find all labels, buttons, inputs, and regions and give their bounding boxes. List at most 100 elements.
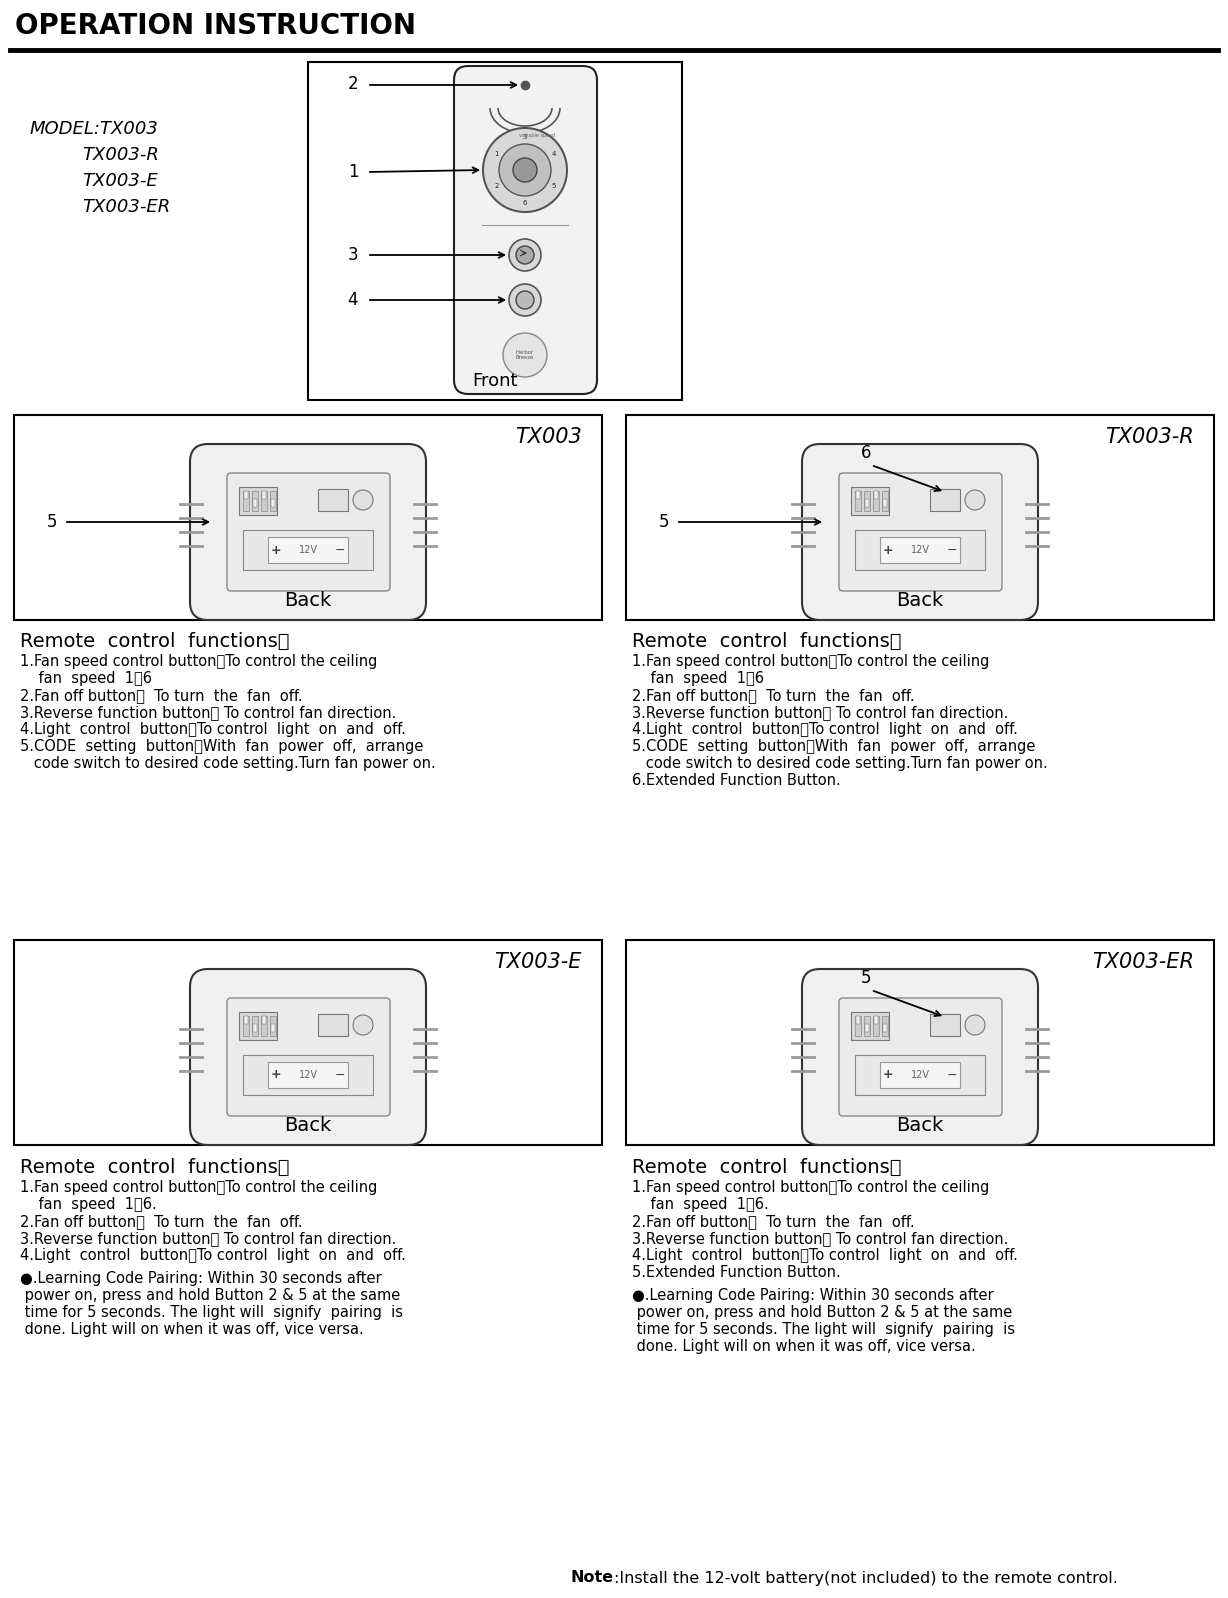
Text: 2: 2 (348, 75, 359, 93)
Text: 3.Reverse function button： To control fan direction.: 3.Reverse function button： To control fa… (20, 705, 397, 721)
Text: 6.Extended Function Button.: 6.Extended Function Button. (632, 773, 841, 788)
Text: Remote  control  functions：: Remote control functions： (20, 631, 290, 650)
Bar (270, 1016, 276, 1036)
Text: 5.CODE  setting  button：With  fan  power  off,  arrange: 5.CODE setting button：With fan power off… (632, 738, 1035, 754)
FancyBboxPatch shape (802, 444, 1038, 620)
Text: 1: 1 (494, 150, 499, 157)
Text: +: + (883, 543, 893, 556)
Text: +: + (270, 1069, 281, 1082)
FancyBboxPatch shape (839, 473, 1002, 591)
Text: −: − (335, 543, 345, 556)
Text: TX003-ER: TX003-ER (1092, 952, 1194, 972)
Bar (883, 499, 887, 507)
Text: Back: Back (896, 591, 943, 610)
Text: −: − (947, 543, 958, 556)
FancyBboxPatch shape (454, 66, 597, 395)
FancyBboxPatch shape (190, 444, 426, 620)
Text: 12V: 12V (910, 1071, 930, 1080)
Bar (271, 1024, 275, 1032)
Bar (243, 1016, 249, 1036)
Bar (243, 531, 373, 570)
Bar (865, 499, 869, 507)
Text: 1.Fan speed control button：To control the ceiling: 1.Fan speed control button：To control th… (20, 1179, 377, 1195)
Text: 3: 3 (348, 246, 359, 264)
Text: 4.Light  control  button：To control  light  on  and  off.: 4.Light control button：To control light … (632, 1248, 1018, 1262)
Bar (14, 940, 602, 1146)
Bar (880, 537, 960, 562)
Bar (930, 489, 960, 511)
Text: fan  speed  1－6.: fan speed 1－6. (632, 1197, 769, 1211)
Bar (252, 1016, 258, 1036)
Text: fan  speed  1－6: fan speed 1－6 (632, 671, 764, 686)
Text: time for 5 seconds. The light will  signify  pairing  is: time for 5 seconds. The light will signi… (20, 1306, 403, 1320)
Bar (262, 1016, 266, 1036)
Text: 6: 6 (861, 444, 871, 462)
Text: TX003: TX003 (516, 427, 582, 447)
Text: 5: 5 (658, 513, 669, 531)
Text: TX003-R: TX003-R (82, 145, 158, 165)
Bar (262, 1016, 266, 1024)
Text: 12V: 12V (298, 1071, 318, 1080)
FancyBboxPatch shape (839, 999, 1002, 1115)
Bar (252, 491, 258, 511)
Text: 4.Light  control  button：To control  light  on  and  off.: 4.Light control button：To control light … (20, 722, 406, 737)
Bar (253, 499, 257, 507)
Text: 5: 5 (551, 184, 556, 190)
Text: 4.Light  control  button：To control  light  on  and  off.: 4.Light control button：To control light … (20, 1248, 406, 1262)
Text: −: − (947, 1069, 958, 1082)
Text: 3.Reverse function button： To control fan direction.: 3.Reverse function button： To control fa… (632, 705, 1008, 721)
Text: Harbor
Breeze: Harbor Breeze (516, 350, 534, 361)
Circle shape (503, 332, 546, 377)
Text: 4.Light  control  button：To control  light  on  and  off.: 4.Light control button：To control light … (632, 722, 1018, 737)
Bar (14, 415, 602, 620)
Text: 2.Fan off button：  To turn  the  fan  off.: 2.Fan off button： To turn the fan off. (20, 1214, 302, 1229)
Text: code switch to desired code setting.Turn fan power on.: code switch to desired code setting.Turn… (20, 756, 436, 770)
Circle shape (483, 128, 567, 213)
Bar (856, 1016, 860, 1024)
Text: fan  speed  1－6.: fan speed 1－6. (20, 1197, 157, 1211)
Bar (270, 491, 276, 511)
Text: TX003-E: TX003-E (495, 952, 582, 972)
Text: Note: Note (571, 1571, 614, 1585)
Bar (865, 1016, 869, 1036)
Bar (865, 1024, 869, 1032)
Text: Remote  control  functions：: Remote control functions： (632, 1159, 901, 1178)
Bar (855, 1016, 861, 1036)
Text: TX003-R: TX003-R (1105, 427, 1194, 447)
Circle shape (352, 1015, 373, 1036)
Text: OPERATION INSTRUCTION: OPERATION INSTRUCTION (15, 13, 416, 40)
Circle shape (516, 291, 534, 308)
Text: 1.Fan speed control button：To control the ceiling: 1.Fan speed control button：To control th… (632, 1179, 990, 1195)
Text: fan  speed  1－6: fan speed 1－6 (20, 671, 152, 686)
Text: 3.Reverse function button： To control fan direction.: 3.Reverse function button： To control fa… (632, 1230, 1008, 1246)
Bar (244, 1016, 248, 1024)
Text: 2.Fan off button：  To turn  the  fan  off.: 2.Fan off button： To turn the fan off. (20, 689, 302, 703)
Text: 2: 2 (494, 184, 499, 190)
Text: Remote  control  functions：: Remote control functions： (20, 1159, 290, 1178)
Text: 2.Fan off button：  To turn  the  fan  off.: 2.Fan off button： To turn the fan off. (632, 1214, 915, 1229)
Text: power on, press and hold Button 2 & 5 at the same: power on, press and hold Button 2 & 5 at… (632, 1306, 1012, 1320)
Bar (874, 1016, 878, 1024)
Bar (883, 1024, 887, 1032)
Text: 1: 1 (348, 163, 359, 181)
Bar (268, 1063, 348, 1088)
Bar (880, 1063, 960, 1088)
Text: 4: 4 (551, 150, 556, 157)
Text: MODEL:TX003: MODEL:TX003 (29, 120, 158, 137)
Bar (253, 1024, 257, 1032)
Text: done. Light will on when it was off, vice versa.: done. Light will on when it was off, vic… (632, 1339, 976, 1354)
FancyBboxPatch shape (227, 999, 391, 1115)
Text: done. Light will on when it was off, vice versa.: done. Light will on when it was off, vic… (20, 1322, 363, 1338)
Bar (873, 491, 879, 511)
Bar (308, 62, 682, 400)
Text: 4: 4 (348, 291, 359, 308)
Text: +: + (883, 1069, 893, 1082)
Text: variable speed: variable speed (519, 133, 555, 137)
Text: Back: Back (285, 1115, 332, 1135)
Circle shape (965, 491, 985, 510)
Text: Remote  control  functions：: Remote control functions： (632, 631, 901, 650)
Bar (318, 489, 348, 511)
Bar (851, 1012, 889, 1040)
Bar (262, 491, 266, 499)
Bar (882, 491, 888, 511)
